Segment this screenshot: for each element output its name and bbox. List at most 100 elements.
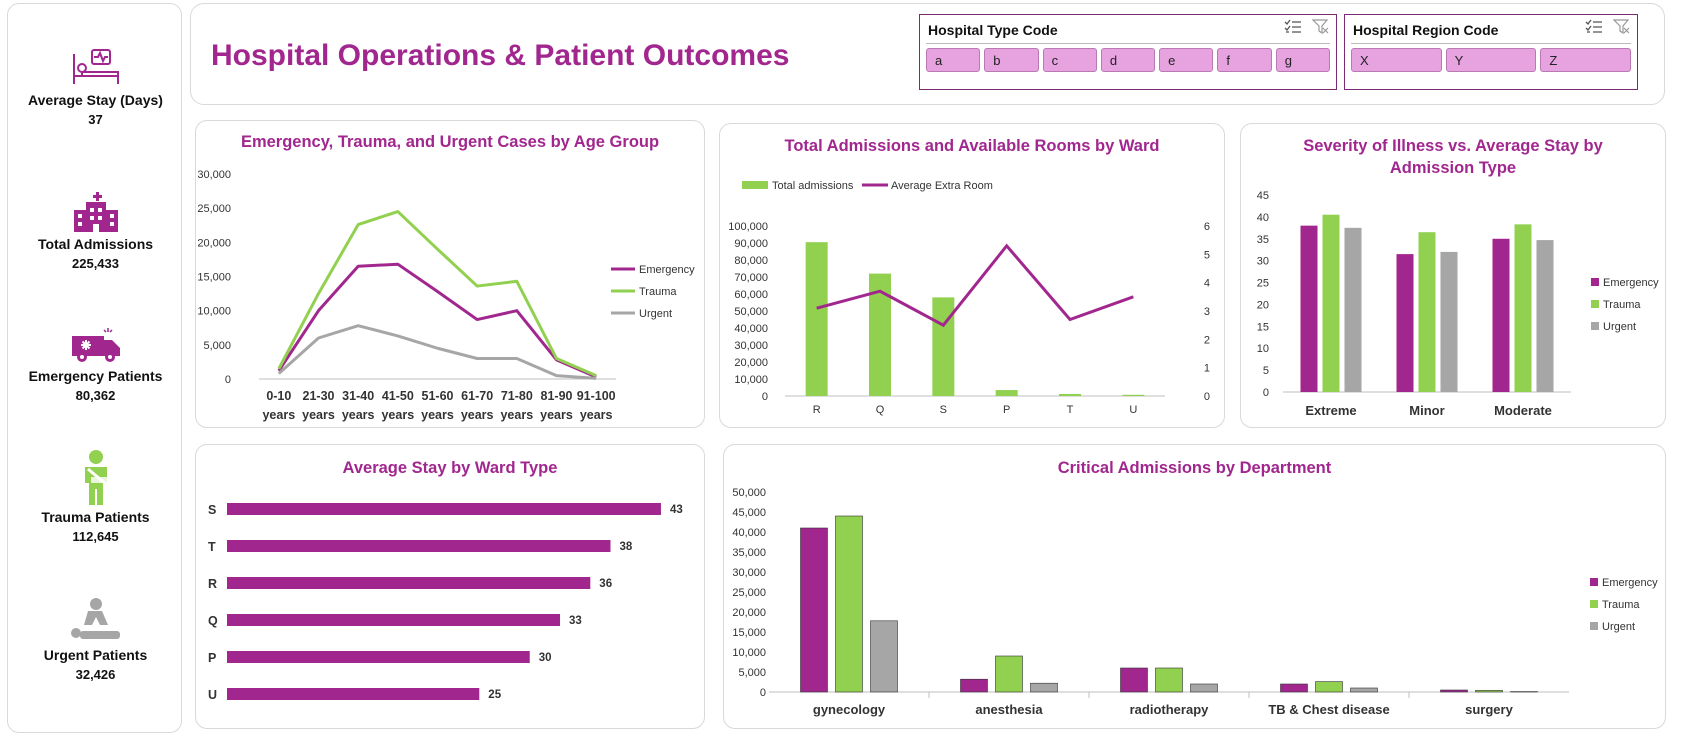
data-label: 33 [569,615,582,627]
y2-tick-label: 5 [1204,249,1210,261]
kpi-value: 112,645 [72,529,119,544]
x-tick-label: anesthesia [975,702,1043,717]
slicer-title: Hospital Region Code [1353,22,1499,38]
y-tick-label: P [208,651,216,665]
department-chart-panel: Critical Admissions by Department 0 5,000… [723,444,1666,729]
slicer-item-b[interactable]: b [984,48,1039,72]
legend-marker [742,181,768,189]
x-tick-label: years [342,408,375,422]
bar-emergency [1300,225,1318,392]
y-tick-label: 35 [1257,234,1269,246]
legend-marker [1591,300,1599,308]
bar-total-admissions [1122,394,1145,396]
y-tick-label: 5 [1263,365,1269,377]
chart-title: Emergency, Trauma, and Urgent Cases by A… [240,133,660,151]
bar-trauma [1315,681,1343,693]
kpi-emergency-patients: Emergency Patients 80,362 [8,326,183,403]
x-tick-label: U [1129,404,1137,416]
page-title: Hospital Operations & Patient Outcomes [211,39,790,72]
legend-label: Emergency [639,264,695,276]
bar-emergency [1280,683,1308,693]
y-tick-label: 80,000 [734,255,768,267]
bar-emergency [1396,254,1414,392]
bar-total-admissions [1059,393,1081,396]
chart-title: Severity of Illness vs. Average Stay by … [1303,137,1603,177]
multi-select-icon[interactable] [1585,19,1603,35]
bar-trauma [1418,232,1436,392]
slicer-divider [1351,43,1631,44]
y2-tick-label: 2 [1204,334,1210,346]
y-tick-label: 90,000 [734,238,768,250]
slicer-item-g[interactable]: g [1275,48,1330,72]
x-tick-label: years [540,408,573,422]
slicer-item-y[interactable]: Y [1445,48,1537,72]
y-tick-label: 45 [1257,190,1269,202]
bar-average-stay [227,651,530,663]
y-tick-label: 50,000 [734,306,768,318]
x-tick-label: years [421,408,454,422]
slicer-item-e[interactable]: e [1159,48,1214,72]
series-line-average-extra-room [816,243,1134,328]
chart-title: Total Admissions and Available Rooms by … [784,137,1160,155]
y-tick-label: 15,000 [197,272,231,284]
slicer-item-a[interactable]: a [926,48,981,72]
y-tick-label: 20,000 [197,237,231,249]
y-tick-label: 70,000 [734,272,768,284]
kpi-average-stay: Average Stay (Days) 37 [8,46,183,127]
legend-label: Average Extra Room [891,180,993,192]
slicer-item-d[interactable]: d [1100,48,1156,72]
y-tick-label: 25 [1257,278,1269,290]
legend-label: Emergency [1603,277,1659,289]
slicer-items: a b c d e f g [926,48,1330,72]
multi-select-icon[interactable] [1284,19,1302,35]
slicer-item-c[interactable]: c [1042,48,1097,72]
x-tick-label: Moderate [1494,403,1552,418]
y-tick-label: 5,000 [738,667,766,679]
bar-trauma [1322,214,1340,392]
y-tick-label: 10,000 [732,647,766,659]
x-tick-label: years [262,408,295,422]
legend-label: Trauma [639,286,677,298]
slicer-item-x[interactable]: X [1351,48,1442,72]
bar-trauma [995,655,1023,693]
x-tick-label: 31-40 [342,389,374,403]
bar-average-stay [227,577,591,589]
x-tick-label: 61-70 [461,389,493,403]
y-tick-label: 0 [1263,387,1269,399]
legend-label: Urgent [639,308,672,320]
data-label: 38 [619,541,632,553]
x-tick-label: TB & Chest disease [1268,702,1389,717]
x-tick-label: Extreme [1305,403,1356,418]
y-tick-label: T [208,540,216,554]
y-tick-label: 50,000 [732,487,766,499]
slicer-item-f[interactable]: f [1217,48,1272,72]
bar-total-admissions [932,297,955,396]
slicer-title: Hospital Type Code [928,22,1058,38]
header-panel: Hospital Operations & Patient Outcomes H… [190,3,1665,105]
kpi-label: Average Stay (Days) [28,92,163,108]
legend-label: Trauma [1602,599,1640,611]
x-tick-label: 0-10 [266,389,291,403]
clear-filter-icon[interactable] [1613,19,1631,35]
x-tick-label: gynecology [813,702,886,717]
kpi-value: 32,426 [75,667,116,682]
clear-filter-icon[interactable] [1312,19,1330,35]
age-group-chart-panel: Emergency, Trauma, and Urgent Cases by A… [195,120,705,428]
y-tick-label: 20,000 [732,607,766,619]
bar-urgent [1030,682,1058,693]
slicer-item-z[interactable]: Z [1540,48,1632,72]
x-tick-label: S [940,404,947,416]
legend-label: Urgent [1603,321,1636,333]
chart-title: Average Stay by Ward Type [342,459,558,477]
y-tick-label: 5,000 [203,340,231,352]
bar-urgent [1344,227,1362,392]
y-tick-label: 25,000 [732,587,766,599]
y-tick-label: 30,000 [732,567,766,579]
y-tick-label: 10,000 [197,306,231,318]
bar-urgent [870,620,898,693]
y2-tick-label: 6 [1204,221,1210,233]
x-tick-label: years [381,408,414,422]
kpi-value: 225,433 [72,256,119,271]
bar-total-admissions [805,242,828,396]
kpi-label: Trauma Patients [41,509,150,525]
